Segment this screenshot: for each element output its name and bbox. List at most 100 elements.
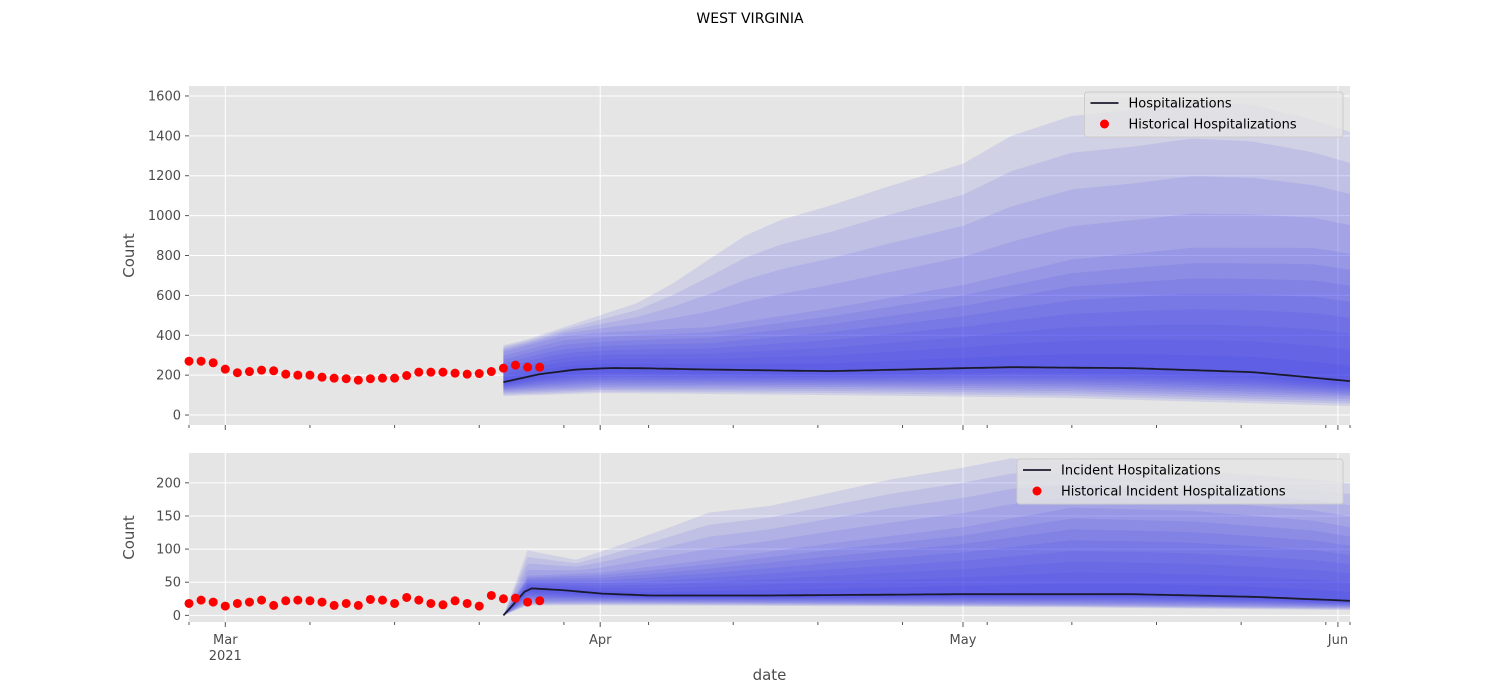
- historical-point: [269, 366, 279, 376]
- historical-point: [244, 367, 254, 377]
- y-axis-label: Count: [120, 515, 138, 560]
- historical-point: [305, 370, 315, 380]
- forecast-band: [503, 551, 1350, 616]
- historical-point: [281, 596, 291, 606]
- x-tick-label: Mar: [213, 633, 238, 648]
- historical-point: [402, 592, 412, 602]
- historical-point: [414, 595, 424, 605]
- historical-point: [438, 600, 448, 610]
- legend-point-swatch: [1100, 119, 1109, 129]
- forecast-uncertainty-bands: [503, 101, 1350, 407]
- historical-points: [184, 590, 545, 611]
- legend: Incident Hospitalizations Historical Inci…: [1016, 458, 1344, 505]
- chart-suptitle: WEST VIRGINIA: [696, 11, 804, 27]
- historical-point: [184, 598, 194, 608]
- historical-point: [450, 368, 460, 378]
- historical-point: [353, 600, 363, 610]
- hospitalizations-panel: 0 200 400 600 800 1000 1200 1400 1600 Count Hospit…: [120, 86, 1351, 430]
- forecast-band: [503, 101, 1350, 407]
- y-tick-label: 1600: [148, 89, 181, 104]
- historical-point: [474, 601, 484, 611]
- legend-entry-label: Hospitalizations: [1129, 97, 1232, 112]
- x-tick-sublabel: 2021: [209, 649, 242, 664]
- y-tick-label: 100: [156, 543, 181, 558]
- y-tick-label: 200: [156, 476, 181, 491]
- forecast-band: [503, 247, 1350, 397]
- historical-point: [257, 365, 267, 375]
- forecast-band: [503, 561, 1350, 616]
- x-tick-label: May: [950, 633, 977, 648]
- historical-point: [498, 363, 508, 373]
- historical-point: [426, 598, 436, 608]
- incident-hospitalizations-panel: 0 50 100 150 200 Count Incident Hospitalizatio…: [120, 453, 1351, 627]
- forecast-band: [503, 213, 1350, 400]
- historical-point: [293, 370, 303, 380]
- y-tick-label: 50: [164, 576, 181, 591]
- historical-point: [208, 597, 218, 607]
- forecast-band: [503, 263, 1350, 396]
- forecast-band: [503, 138, 1350, 404]
- historical-point: [305, 596, 315, 606]
- historical-point: [196, 356, 206, 366]
- historical-point: [184, 356, 194, 366]
- x-tick-label: Jun: [1327, 633, 1348, 648]
- historical-point: [535, 362, 545, 372]
- historical-point: [390, 373, 400, 383]
- historical-point: [511, 360, 521, 370]
- historical-point: [208, 358, 218, 368]
- historical-point: [341, 374, 351, 384]
- forecast-band: [503, 293, 1350, 392]
- historical-point: [462, 598, 472, 608]
- forecast-band: [503, 484, 1350, 616]
- historical-point: [523, 597, 533, 607]
- series-line-incident-hospitalizations: [502, 587, 1351, 617]
- forecast-band: [503, 496, 1350, 616]
- historical-point: [486, 590, 496, 600]
- forecast-band: [503, 540, 1350, 616]
- historical-point: [474, 369, 484, 379]
- historical-point: [232, 598, 242, 608]
- historical-point: [317, 372, 327, 382]
- x-tick-label: Apr: [589, 633, 612, 648]
- historical-point: [244, 597, 254, 607]
- y-tick-label: 1400: [148, 129, 181, 144]
- y-tick-label: 150: [156, 509, 181, 524]
- historical-point: [402, 371, 412, 381]
- historical-point: [390, 598, 400, 608]
- forecast-band: [503, 473, 1350, 616]
- historical-point: [414, 367, 424, 377]
- historical-point: [365, 374, 375, 384]
- legend: Hospitalizations Historical Hospitalizati…: [1084, 91, 1344, 138]
- y-tick-label: 800: [156, 249, 181, 264]
- forecast-band: [503, 278, 1350, 394]
- y-tick-label: 200: [156, 369, 181, 384]
- historical-point: [353, 375, 363, 385]
- y-axis: 0 200 400 600 800 1000 1200 1400 1600 Count: [120, 89, 189, 424]
- forecast-band: [503, 339, 1350, 387]
- forecast-band: [503, 176, 1350, 402]
- historical-point: [329, 373, 339, 383]
- historical-point: [462, 369, 472, 379]
- historical-point: [220, 364, 230, 374]
- x-axis-label: date: [753, 666, 787, 684]
- legend-entry-label: Incident Hospitalizations: [1061, 464, 1221, 479]
- historical-point: [232, 368, 242, 378]
- y-tick-label: 0: [173, 409, 181, 424]
- legend-point-swatch: [1032, 486, 1042, 496]
- historical-points: [184, 356, 545, 385]
- y-tick-label: 1000: [148, 209, 181, 224]
- forecast-band: [503, 518, 1350, 616]
- y-tick-label: 400: [156, 329, 181, 344]
- historical-point: [511, 593, 521, 603]
- historical-point: [535, 596, 545, 606]
- historical-point: [426, 367, 436, 377]
- historical-point: [257, 595, 267, 605]
- y-tick-label: 600: [156, 289, 181, 304]
- historical-point: [438, 367, 448, 377]
- historical-point: [293, 595, 303, 605]
- y-tick-label: 0: [173, 609, 181, 624]
- legend-frame: [1016, 458, 1344, 505]
- historical-point: [220, 601, 230, 611]
- historical-point: [317, 597, 327, 607]
